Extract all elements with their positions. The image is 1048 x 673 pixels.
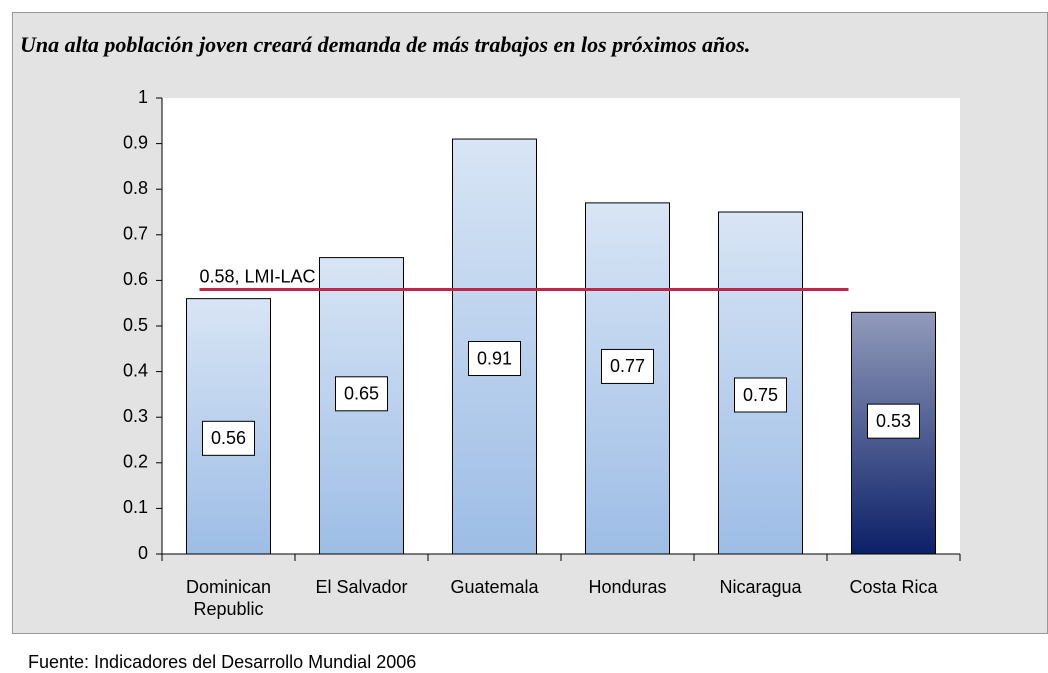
value-label-box — [335, 376, 388, 412]
value-label-box — [468, 341, 521, 377]
value-label-box — [867, 403, 920, 439]
x-tick-label: Guatemala — [450, 577, 539, 597]
y-tick-label: 0.1 — [123, 497, 148, 517]
y-tick-label: 0.2 — [123, 452, 148, 472]
y-tick-label: 0.5 — [123, 315, 148, 335]
value-label: 0.65 — [344, 384, 379, 404]
plot-area — [162, 98, 960, 554]
source-note: Fuente: Indicadores del Desarrollo Mundi… — [28, 652, 417, 672]
x-tick-label: Nicaragua — [719, 577, 802, 597]
x-tick-label: El Salvador — [315, 577, 408, 597]
value-label-box — [202, 420, 255, 456]
value-label: 0.77 — [610, 356, 645, 376]
chart-title: Una alta población joven creará demanda … — [20, 32, 751, 57]
value-label-box — [601, 348, 654, 384]
y-tick-label: 0 — [138, 543, 148, 563]
y-tick-label: 0.9 — [123, 132, 148, 152]
y-tick-label: 0.8 — [123, 178, 148, 198]
y-tick-label: 0.7 — [123, 224, 148, 244]
x-tick-label: Honduras — [588, 577, 667, 597]
y-tick-label: 0.4 — [123, 360, 148, 380]
value-label: 0.75 — [743, 385, 778, 405]
reference-label: 0.58, LMI-LAC — [200, 266, 316, 286]
y-tick-label: 1 — [138, 87, 148, 107]
y-tick-label: 0.6 — [123, 269, 148, 289]
value-label: 0.91 — [477, 348, 512, 368]
value-label: 0.56 — [211, 428, 246, 448]
value-label: 0.53 — [876, 411, 911, 431]
y-tick-label: 0.3 — [123, 406, 148, 426]
x-tick-label: Costa Rica — [849, 577, 938, 597]
value-label-box — [734, 377, 787, 413]
x-tick-label: Dominican Republic — [185, 577, 272, 619]
